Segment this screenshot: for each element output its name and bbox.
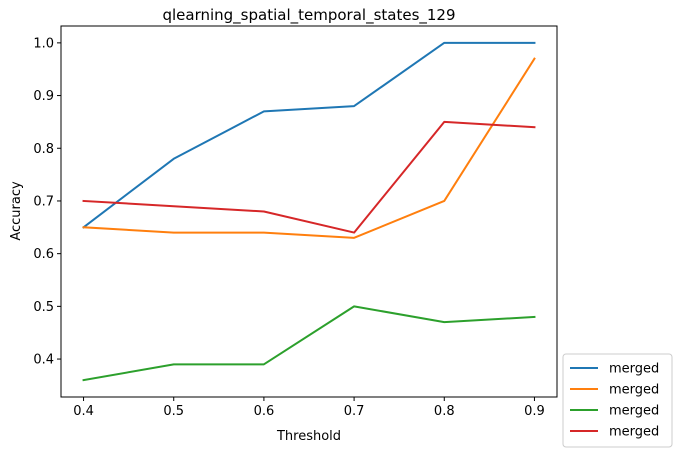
legend-label: merged [609,425,659,440]
x-tick-label: 0.5 [163,404,184,419]
plot-frame [60,25,558,398]
series-line-4 [82,120,536,234]
y-tick-label: 1.0 [33,36,54,51]
x-axis-label: Threshold [276,429,341,444]
x-tick-label: 0.4 [73,404,94,419]
y-tick-label: 0.6 [33,247,54,262]
y-tick-label: 0.9 [33,89,54,104]
legend-frame [562,353,673,448]
legend-label: merged [609,404,659,419]
y-axis-label: Accuracy [9,181,24,241]
y-tick-label: 0.8 [33,142,54,157]
legend-label: merged [609,362,659,377]
y-tick-label: 0.5 [33,300,54,315]
x-tick-label: 0.9 [524,404,545,419]
legend-label: merged [609,383,659,398]
chart-title: qlearning_spatial_temporal_states_129 [162,6,455,25]
x-tick-label: 0.7 [344,404,365,419]
series-line-3 [82,305,536,382]
y-tick-label: 0.4 [33,353,54,368]
x-tick-label: 0.6 [254,404,275,419]
x-tick-label: 0.8 [434,404,455,419]
legend: merged merged merged merged [562,353,673,448]
series-line-1 [82,41,536,229]
series-line-2 [82,57,536,239]
y-tick-label: 0.7 [33,194,54,209]
